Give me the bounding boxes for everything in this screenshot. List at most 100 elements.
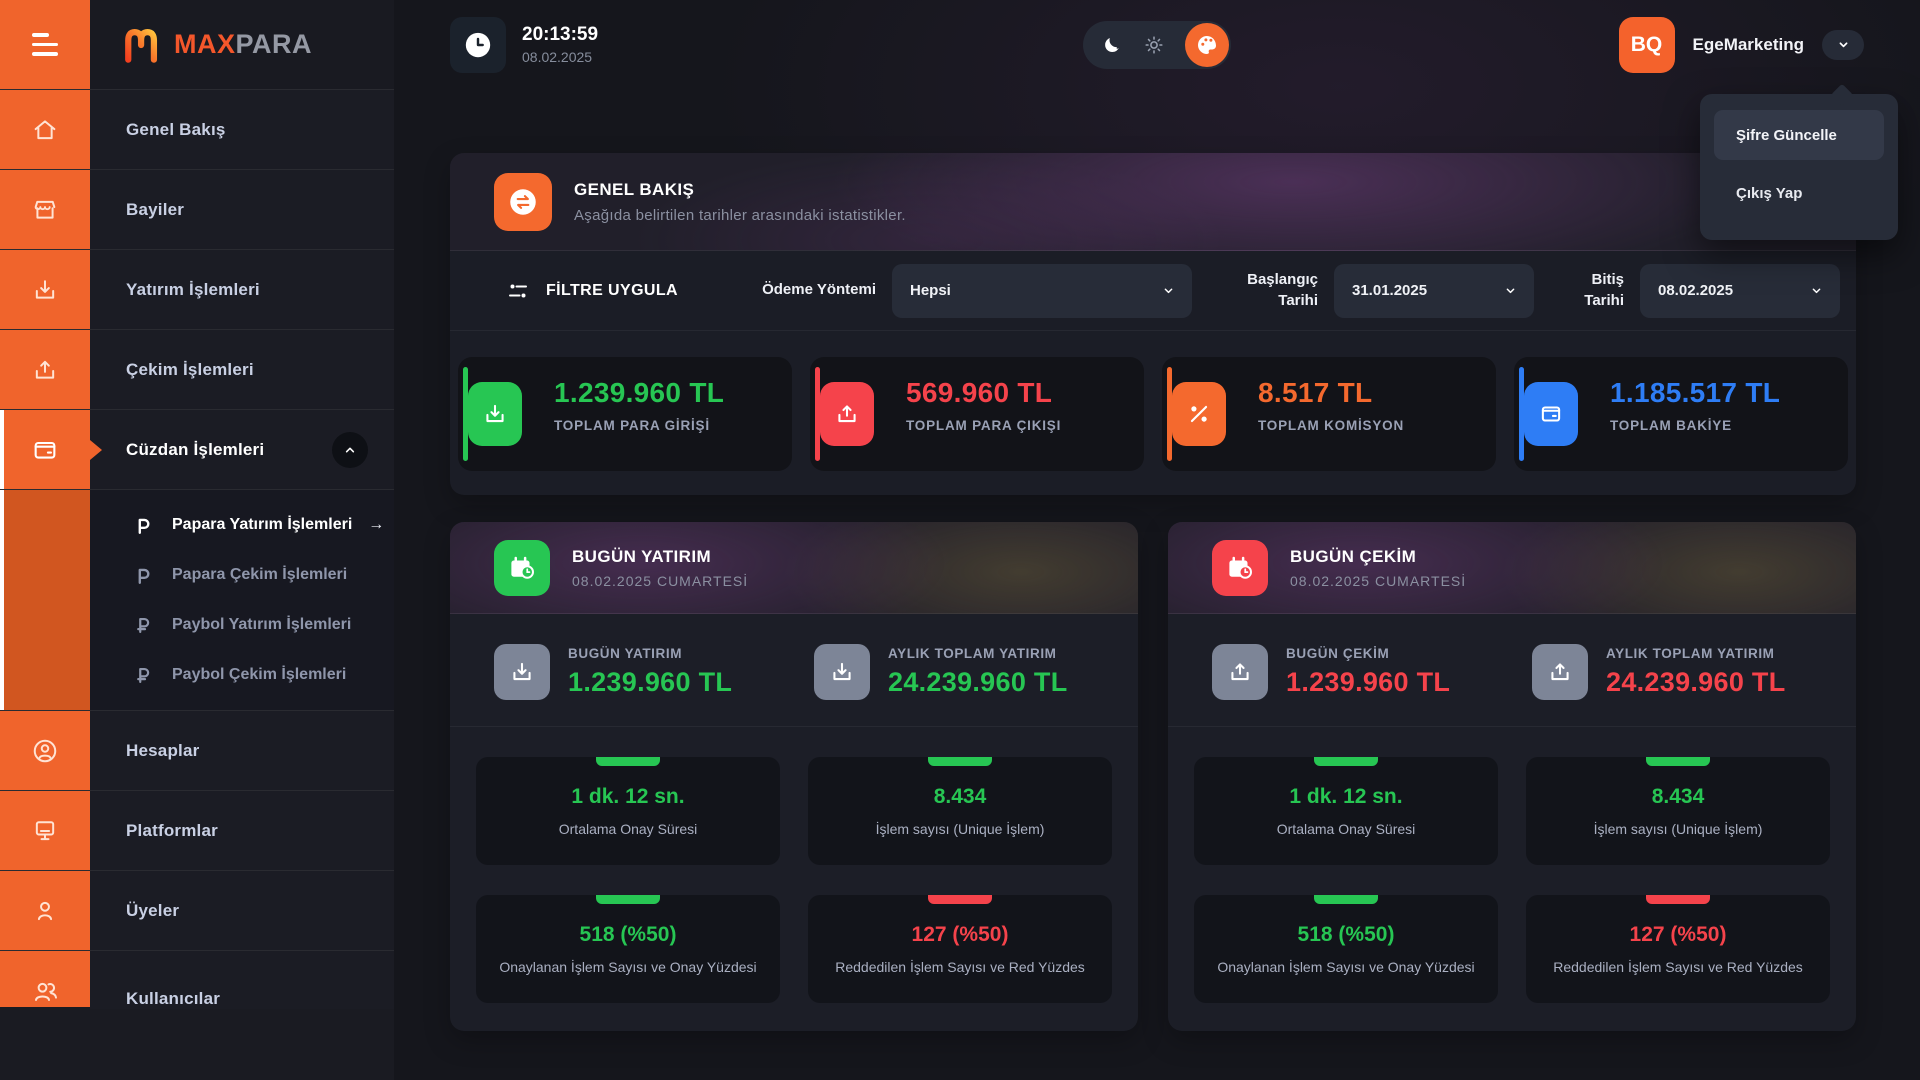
withdraw-tray-icon (35, 360, 55, 379)
hamburger-menu-icon[interactable] (32, 33, 58, 56)
sidebar-item-label: Üyeler (126, 900, 180, 920)
stat-accent-bar (463, 367, 468, 461)
sidebar-item-bayiler[interactable]: Bayiler (0, 169, 394, 249)
overview-subtitle: Aşağıda belirtilen tarihler arasındaki i… (574, 206, 906, 224)
stat-card-toplam-para-cikisi: 569.960 TL TOPLAM PARA ÇIKIŞI (810, 357, 1144, 471)
sidebar-item-label: Kullanıcılar (126, 989, 221, 1008)
amounts-row: BUGÜN ÇEKİM 1.239.960 TL AYLIK TOPLAM YA… (1168, 614, 1856, 727)
deposit-tray-icon (468, 382, 522, 446)
dark-mode-icon[interactable] (1101, 34, 1123, 56)
metric-label: Onaylanan İşlem Sayısı ve Onay Yüzdesi (499, 959, 757, 975)
stat-label: TOPLAM PARA ÇIKIŞI (906, 418, 1062, 433)
start-date-value: 31.01.2025 (1352, 282, 1428, 299)
stat-accent-bar (1167, 367, 1172, 461)
logout-menu-item[interactable]: Çıkış Yap (1736, 184, 1803, 202)
current-date: 08.02.2025 (522, 49, 593, 65)
stat-value: 8.517 TL (1258, 377, 1373, 408)
metric-transaction-count: 8.434 İşlem sayısı (Unique İşlem) (1526, 757, 1830, 865)
user-menu-trigger[interactable]: BQ EgeMarketing (1618, 16, 1864, 73)
update-password-menu-item[interactable]: Şifre Güncelle (1714, 110, 1884, 160)
card-title: BUGÜN ÇEKİM (1290, 546, 1417, 566)
overview-icon-box (494, 172, 552, 231)
stats-row: 1.239.960 TL TOPLAM PARA GİRİŞİ 569.960 … (450, 331, 1856, 495)
chevron-down-icon (1812, 288, 1821, 294)
sidebar-item-label: Genel Bakış (126, 119, 226, 139)
deposit-tray-icon (814, 644, 870, 700)
user-chevron-button[interactable] (1822, 29, 1864, 60)
wallet-icon (34, 441, 56, 459)
member-icon (37, 901, 53, 920)
sidebar-submenu: Papara Yatırım İşlemleri → Papara Çekim … (0, 489, 394, 710)
stat-label: TOPLAM BAKİYE (1610, 418, 1732, 433)
today-deposit-card: BUGÜN YATIRIM 08.02.2025 CUMARTESİ BUGÜN… (450, 522, 1138, 1031)
calendar-clock-icon (1212, 539, 1268, 596)
stat-label: TOPLAM KOMİSYON (1258, 418, 1405, 433)
metric-rejected-count: 127 (%50) Reddedilen İşlem Sayısı ve Red… (1526, 895, 1830, 1003)
metric-pill (596, 757, 660, 766)
metric-value: 518 (%50) (1297, 923, 1395, 946)
wallet-icon (1524, 382, 1578, 446)
filter-title-label: FİLTRE UYGULA (546, 281, 679, 299)
payment-method-value: Hepsi (910, 282, 951, 299)
sidebar-item-genel-bakis[interactable]: Genel Bakış (0, 89, 394, 169)
paybol-icon (130, 664, 156, 686)
paybol-icon (130, 614, 156, 636)
payment-method-select[interactable]: Hepsi (892, 263, 1192, 318)
end-date-value: 08.02.2025 (1658, 282, 1734, 299)
stat-value: 1.185.517 TL (1610, 377, 1781, 408)
sidebar-item-hesaplar[interactable]: Hesaplar (0, 710, 394, 790)
chevron-down-icon (1164, 288, 1173, 294)
filter-title: FİLTRE UYGULA (506, 279, 678, 303)
main-area: 20:13:59 08.02.2025 BQ EgeMarketing Şifr… (394, 0, 1920, 1080)
calendar-clock-icon (494, 539, 550, 596)
end-date-select[interactable]: 08.02.2025 (1640, 263, 1840, 318)
submenu-item-label: Papara Çekim İşlemleri (172, 566, 348, 583)
stat-card-toplam-komisyon: 8.517 TL TOPLAM KOMİSYON (1162, 357, 1496, 471)
sidebar-item-yatirim-islemleri[interactable]: Yatırım İşlemleri (0, 249, 394, 329)
papara-icon (130, 514, 156, 536)
amount-value: 24.239.960 TL (1606, 667, 1786, 697)
sidebar-item-cuzdan-islemleri[interactable]: Cüzdan İşlemleri (0, 409, 394, 489)
amount-value: 1.239.960 TL (568, 667, 733, 697)
metric-approved-count: 518 (%50) Onaylanan İşlem Sayısı ve Onay… (1194, 895, 1498, 1003)
metric-value: 8.434 (1651, 785, 1705, 808)
card-subtitle: 08.02.2025 CUMARTESİ (1290, 572, 1467, 589)
sidebar-item-label: Hesaplar (126, 740, 200, 760)
sidebar-item-label: Platformlar (126, 820, 218, 840)
submenu-item-paybol-yatirim[interactable]: Paybol Yatırım İşlemleri (90, 600, 394, 650)
metrics-grid: 1 dk. 12 sn. Ortalama Onay Süresi 8.434 … (1168, 727, 1856, 1003)
metric-label: Ortalama Onay Süresi (1276, 821, 1416, 837)
stat-accent-bar (1519, 367, 1524, 461)
sidebar-item-kullanicilar[interactable]: Kullanıcılar (0, 950, 394, 1080)
light-mode-icon[interactable] (1143, 34, 1165, 56)
filter-sliders-icon (509, 284, 527, 297)
transfer-icon (510, 188, 536, 215)
amount-value: 1.239.960 TL (1286, 667, 1451, 697)
submenu-item-papara-cekim[interactable]: Papara Çekim İşlemleri (90, 550, 394, 600)
overview-title: GENEL BAKIŞ (574, 179, 695, 199)
submenu-item-paybol-cekim[interactable]: Paybol Çekim İşlemleri (90, 650, 394, 700)
sidebar-item-cekim-islemleri[interactable]: Çekim İşlemleri (0, 329, 394, 409)
start-date-select[interactable]: 31.01.2025 (1334, 263, 1534, 318)
submenu-item-papara-yatirim[interactable]: Papara Yatırım İşlemleri → (90, 500, 394, 550)
sidebar-header: MAXPARA (0, 0, 394, 89)
submenu-item-label: Paybol Çekim İşlemleri (172, 666, 347, 683)
filter-row: FİLTRE UYGULA Ödeme Yöntemi Hepsi Başlan… (450, 251, 1856, 331)
metric-value: 1 dk. 12 sn. (1289, 785, 1403, 808)
sidebar-item-uyeler[interactable]: Üyeler (0, 870, 394, 950)
collapse-submenu-button[interactable] (332, 431, 368, 468)
card-subtitle: 08.02.2025 CUMARTESİ (572, 572, 749, 589)
overview-panel: GENEL BAKIŞ Aşağıda belirtilen tarihler … (450, 153, 1856, 495)
maxpara-logo-icon (125, 28, 158, 63)
amounts-row: BUGÜN YATIRIM 1.239.960 TL AYLIK TOPLAM … (450, 614, 1138, 727)
user-name: EgeMarketing (1692, 34, 1804, 54)
sidebar-item-platformlar[interactable]: Platformlar (0, 790, 394, 870)
current-time: 20:13:59 (522, 24, 599, 45)
users-icon (35, 982, 57, 1001)
start-date-label: Başlangıç Tarihi (1247, 271, 1318, 309)
color-theme-icon[interactable] (1185, 22, 1229, 67)
amount-label: BUGÜN ÇEKİM (1286, 646, 1390, 661)
metric-value: 8.434 (933, 785, 987, 808)
chevron-down-icon (1839, 42, 1847, 48)
clock-icon-box (450, 16, 506, 73)
